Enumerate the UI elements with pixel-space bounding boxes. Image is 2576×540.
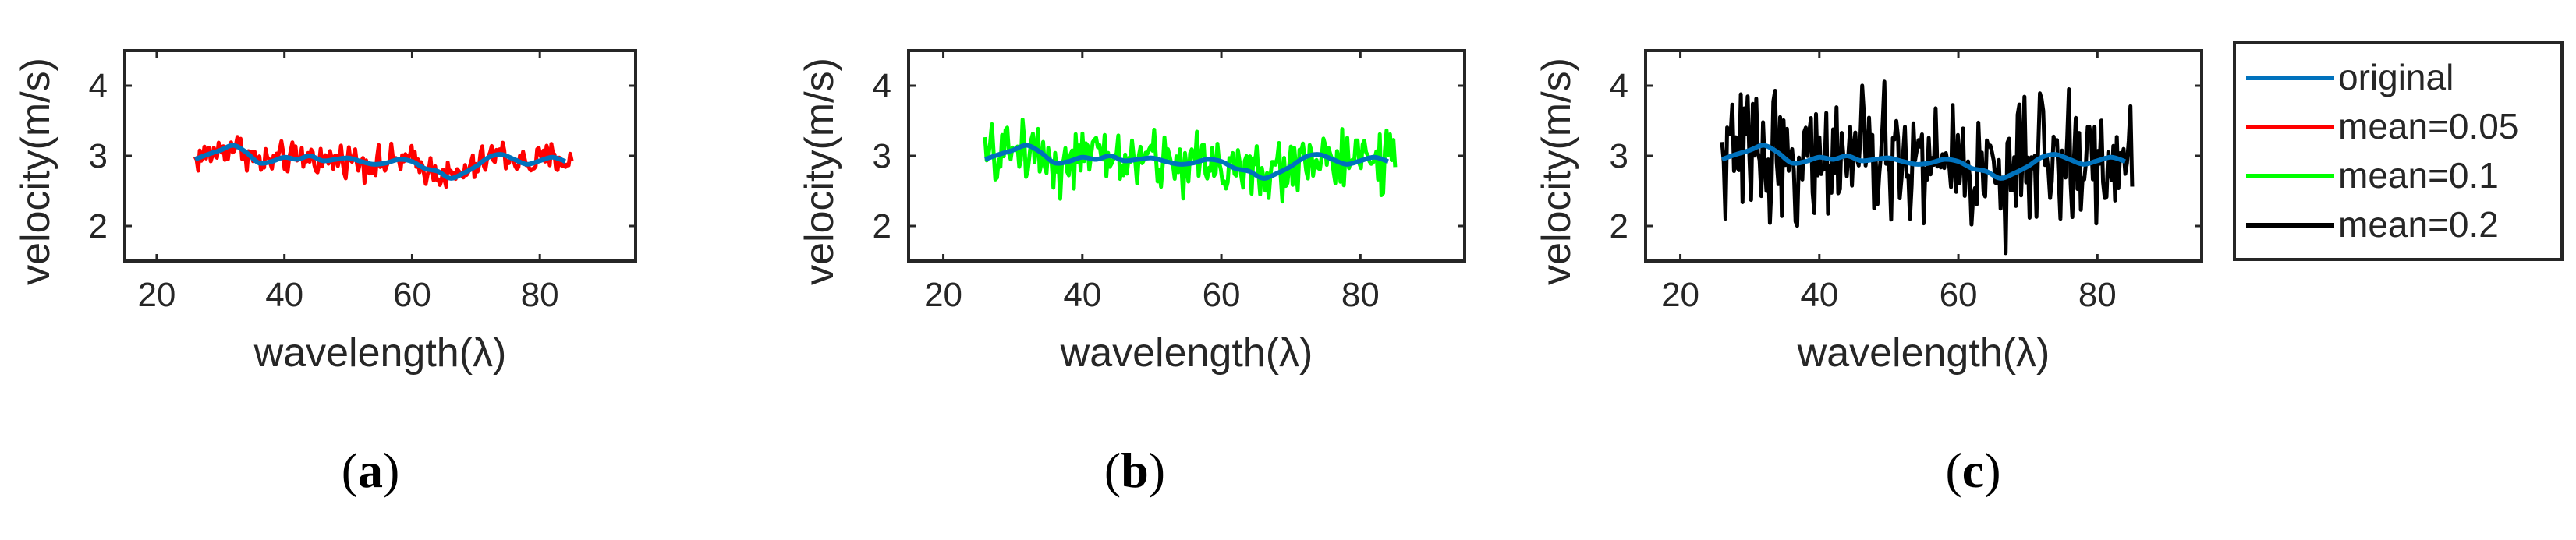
y-tick-label: 2: [1610, 207, 1628, 245]
x-tick-label: 40: [1063, 276, 1101, 314]
x-tick-label: 20: [137, 276, 175, 314]
x-tick-label: 20: [924, 276, 962, 314]
x-tick-label: 80: [1341, 276, 1380, 314]
x-tick-label: 80: [521, 276, 559, 314]
y-tick-label: 2: [873, 207, 891, 245]
y-tick-label: 4: [1610, 67, 1628, 105]
y-tick-label: 2: [89, 207, 108, 245]
y-tick-label: 4: [89, 67, 108, 105]
series-line-original: [983, 143, 1389, 181]
y-tick-label: 3: [873, 137, 891, 175]
x-axis-label: wavelength(λ): [1797, 330, 2050, 376]
series-line-original: [1720, 143, 2126, 181]
series-group: [193, 135, 574, 189]
panel-labels: (a) (b) (c): [342, 443, 2001, 498]
y-axis-label: velocity(m/s): [13, 58, 58, 285]
series-line-noisy: [983, 118, 1398, 204]
legend-label: original: [2338, 57, 2454, 97]
x-tick-label: 60: [393, 276, 431, 314]
x-axis-label: wavelength(λ): [1060, 330, 1313, 376]
series-line-original: [193, 143, 566, 181]
panels: 20 40 60 80 2 3 4 wavelength(λ) velocity(m/s) 20 4…: [13, 49, 2203, 376]
chart-panel: 20 40 60 80 2 3 4 wavelength(λ) velocity(m/s): [1534, 49, 2203, 376]
x-axis-label: wavelength(λ): [253, 330, 507, 376]
series-group: [1720, 79, 2135, 256]
legend-label: mean=0.05: [2338, 106, 2518, 146]
chart-panel: 20 40 60 80 2 3 4 wavelength(λ) velocity(m/s): [797, 49, 1466, 376]
legend-label: mean=0.2: [2338, 204, 2499, 245]
x-tick-label: 40: [265, 276, 303, 314]
legend-label: mean=0.1: [2338, 155, 2499, 196]
series-line-noisy: [1720, 79, 2135, 256]
x-tick-label: 20: [1661, 276, 1699, 314]
legend: original mean=0.05 mean=0.1 mean=0.2: [2233, 41, 2564, 261]
y-tick-label: 3: [1610, 137, 1628, 175]
x-tick-label: 80: [2078, 276, 2117, 314]
series-group: [983, 118, 1398, 204]
x-tick-label: 40: [1800, 276, 1838, 314]
panel-label: (a): [342, 443, 400, 498]
x-tick-label: 60: [1203, 276, 1241, 314]
panel-label: (c): [1945, 443, 2000, 498]
y-axis-label: velocity(m/s): [1534, 58, 1579, 285]
y-tick-label: 3: [89, 137, 108, 175]
x-tick-label: 60: [1940, 276, 1978, 314]
y-axis-label: velocity(m/s): [797, 58, 842, 285]
panel-label: (b): [1104, 443, 1165, 498]
y-tick-label: 4: [873, 67, 891, 105]
chart-panel: 20 40 60 80 2 3 4 wavelength(λ) velocity(m/s): [13, 49, 637, 376]
